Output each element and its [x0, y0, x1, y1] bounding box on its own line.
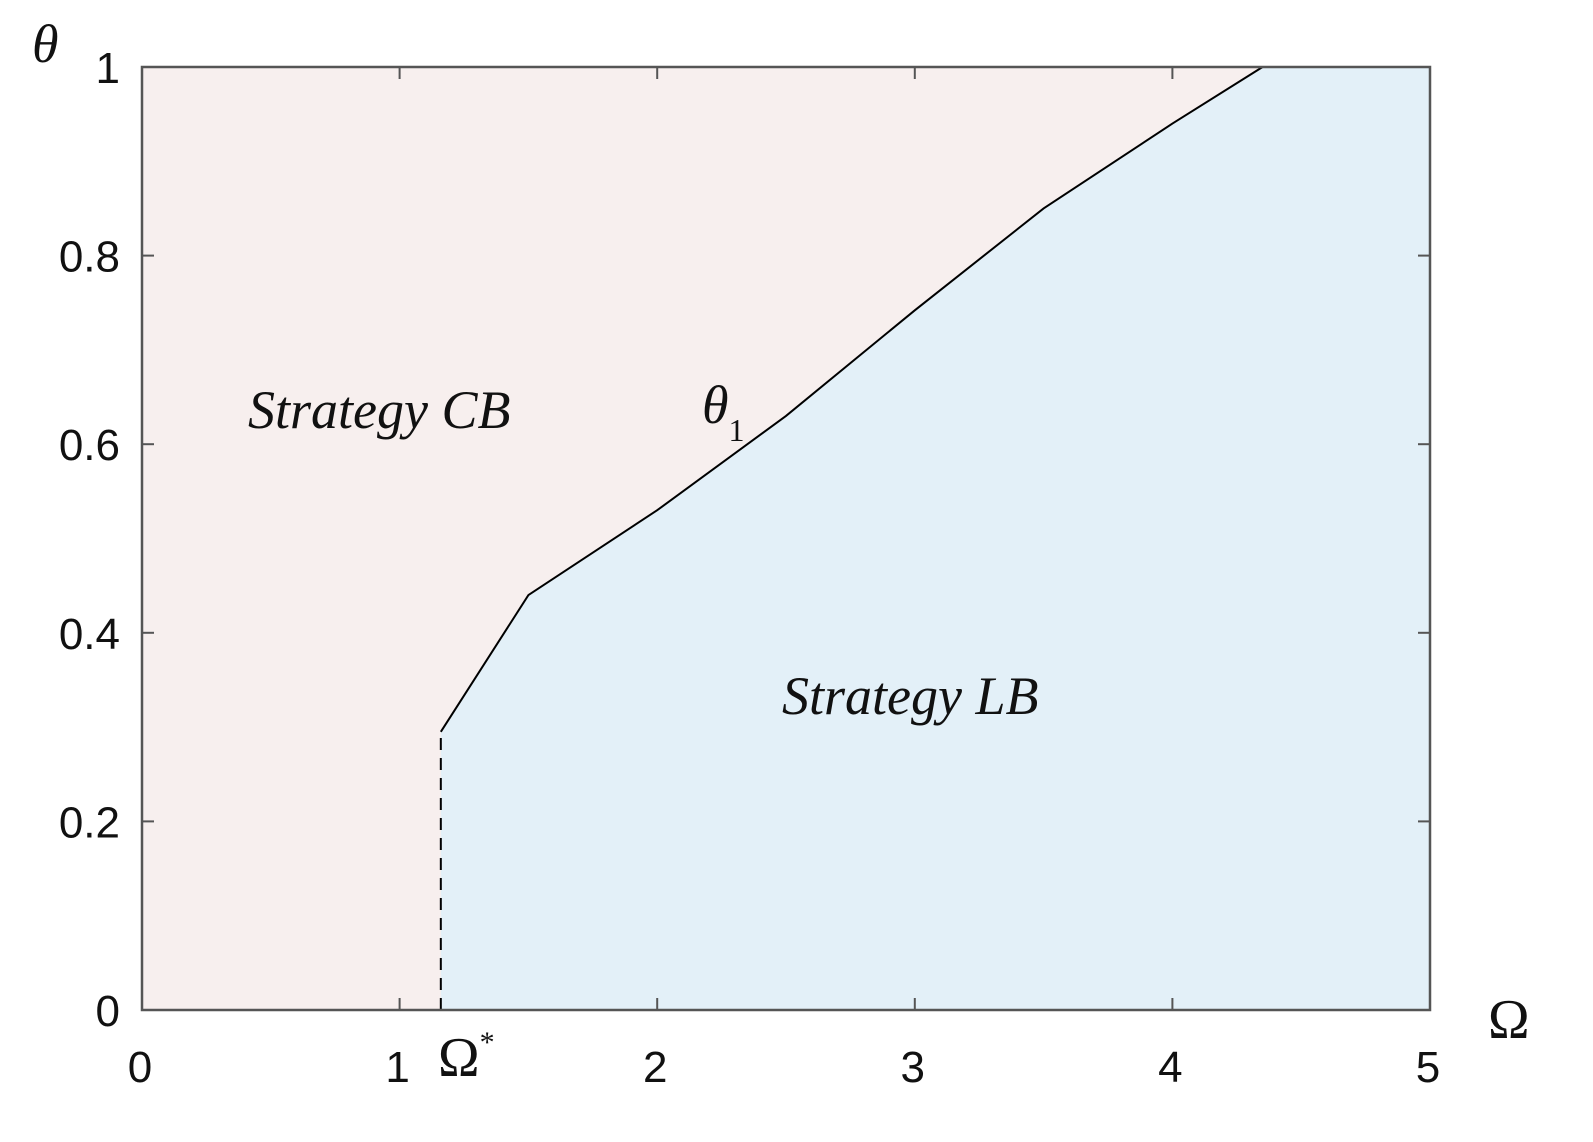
x-tick-label: 0: [128, 1043, 152, 1092]
x-tick-label: 2: [643, 1043, 667, 1092]
threshold-label: Ω*: [438, 1026, 495, 1089]
region-label: Strategy LB: [782, 666, 1038, 726]
y-tick-label: 0.2: [59, 798, 120, 847]
x-tick-label: 4: [1158, 1043, 1182, 1092]
region-label: Strategy CB: [248, 380, 510, 440]
x-tick-label: 5: [1416, 1043, 1440, 1092]
x-axis-label: Ω: [1488, 989, 1530, 1051]
threshold-superscript: *: [480, 1026, 495, 1059]
y-tick-label: 0.8: [59, 233, 120, 282]
region-below: [440, 67, 1430, 1010]
x-tick-label: 1: [385, 1043, 409, 1092]
y-tick-label: 0: [96, 987, 120, 1036]
y-tick-label: 1: [96, 44, 120, 93]
curve-subscript: 1: [729, 412, 745, 448]
curve-label: θ1: [702, 375, 745, 448]
y-tick-label: 0.6: [59, 421, 120, 470]
series-line: [439, 66, 1264, 733]
x-tick-label: 3: [901, 1043, 925, 1092]
curve-symbol: θ: [702, 375, 729, 435]
threshold-symbol: Ω: [438, 1027, 480, 1089]
y-tick-label: 0.4: [59, 610, 120, 659]
plot-frame: [140, 65, 1432, 1012]
y-axis-label: θ: [32, 14, 59, 74]
